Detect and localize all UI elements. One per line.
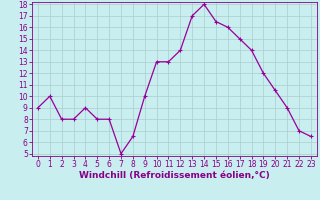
X-axis label: Windchill (Refroidissement éolien,°C): Windchill (Refroidissement éolien,°C) [79, 171, 270, 180]
